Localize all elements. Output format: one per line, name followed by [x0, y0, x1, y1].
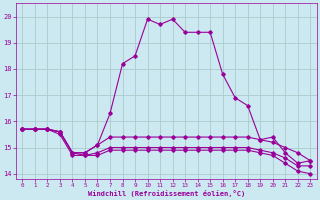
X-axis label: Windchill (Refroidissement éolien,°C): Windchill (Refroidissement éolien,°C)	[88, 190, 245, 197]
